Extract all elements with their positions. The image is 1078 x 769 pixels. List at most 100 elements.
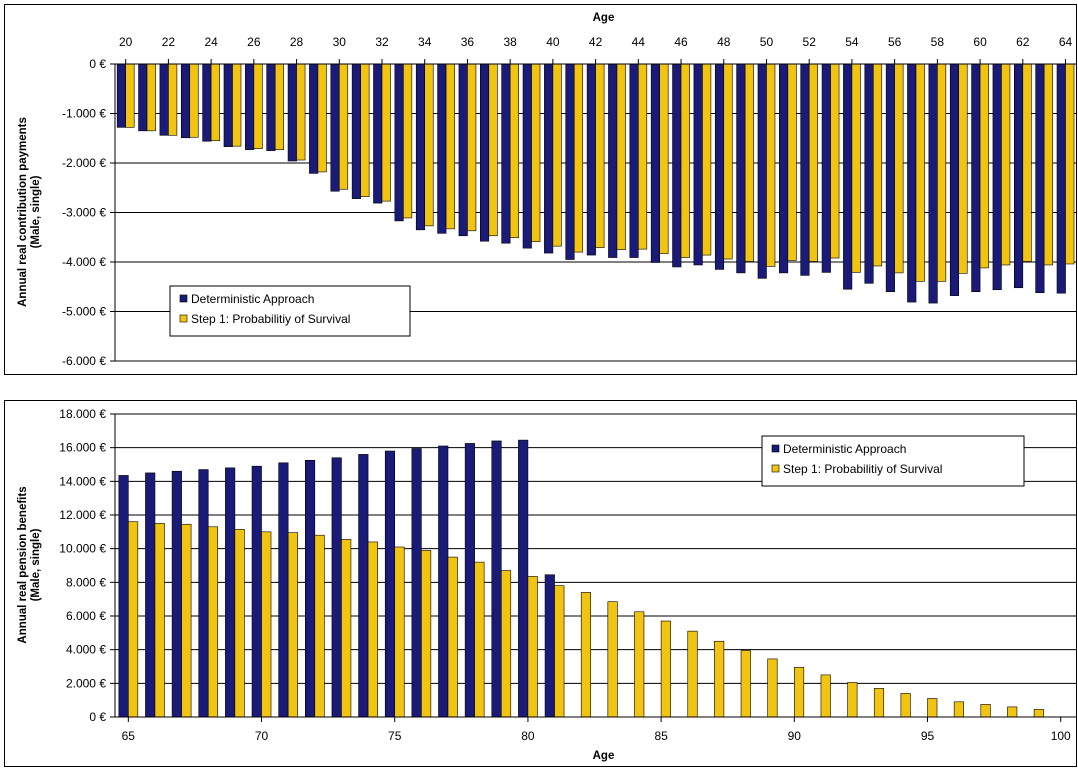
bar-deterministic-40	[544, 63, 554, 254]
bar-survival-30	[338, 63, 349, 190]
bar-deterministic-79	[491, 440, 502, 718]
y-tick-label: 14.000 €	[59, 474, 106, 488]
bar-survival-97	[980, 704, 991, 718]
x-tick-label: 58	[931, 35, 945, 49]
bar-deterministic-67	[171, 470, 182, 718]
bar-survival-42	[595, 63, 605, 248]
y-tick-label: 0 €	[89, 710, 106, 724]
bar-survival-54	[851, 63, 861, 273]
bar-survival-99	[1033, 709, 1044, 718]
x-tick-label: 38	[503, 35, 517, 49]
bar-deterministic-51	[779, 63, 789, 274]
x-tick-label: 20	[119, 35, 133, 49]
bar-deterministic-68	[198, 469, 209, 718]
bar-survival-83	[607, 601, 618, 718]
bar-survival-50	[766, 63, 776, 267]
bar-deterministic-26	[245, 63, 255, 150]
bar-survival-64	[1065, 63, 1075, 265]
bar-deterministic-33	[394, 63, 404, 222]
bar-deterministic-37	[479, 63, 490, 242]
bar-deterministic-41	[565, 63, 575, 260]
contribution-chart: 0 € -1.000 € -2.000 € -3.000 € -4.000 € -5.00…	[17, 12, 1076, 368]
bar-deterministic-66	[145, 472, 156, 718]
bar-deterministic-64	[1056, 63, 1066, 294]
legend-label-deterministic: Deterministic Approach	[783, 442, 906, 456]
x-tick-label: 60	[973, 35, 987, 49]
x-tick-label: 44	[632, 35, 646, 49]
x-tick-label: 46	[674, 35, 688, 49]
bar-survival-77	[447, 556, 458, 718]
bar-survival-84	[634, 611, 645, 718]
bar-deterministic-24	[202, 63, 212, 142]
bar-survival-69	[234, 529, 245, 718]
bar-survival-95	[927, 698, 938, 718]
bar-survival-22	[168, 63, 178, 136]
x-axis-title: Age	[593, 750, 615, 762]
bar-deterministic-50	[757, 63, 767, 279]
x-tick-label: 90	[788, 729, 802, 743]
bar-deterministic-23	[180, 63, 191, 139]
bar-deterministic-57	[907, 63, 917, 303]
bar-survival-31	[360, 63, 370, 197]
bar-survival-33	[403, 63, 413, 219]
x-tick-label: 75	[388, 729, 402, 743]
y-tick-label: 10.000 €	[59, 542, 106, 556]
bar-survival-96	[953, 701, 964, 718]
bar-deterministic-28	[287, 63, 297, 162]
bar-survival-37	[488, 63, 498, 237]
x-tick-label: 30	[333, 35, 347, 49]
bar-survival-61	[1001, 63, 1011, 266]
bar-deterministic-39	[522, 63, 532, 249]
y-tick-label: 16.000 €	[59, 441, 106, 455]
bar-deterministic-44	[629, 63, 639, 258]
bar-survival-86	[687, 630, 698, 718]
bar-survival-76	[421, 550, 432, 718]
bar-deterministic-56	[885, 63, 895, 292]
bar-survival-36	[467, 63, 477, 232]
bar-deterministic-71	[278, 462, 289, 718]
x-tick-label: 50	[760, 35, 774, 49]
bar-survival-82	[580, 592, 592, 718]
bar-survival-58	[937, 63, 947, 282]
x-tick-label: 64	[1059, 35, 1073, 49]
x-tick-label: 26	[247, 35, 261, 49]
bar-survival-20	[125, 63, 135, 128]
x-tick-label: 42	[589, 35, 603, 49]
x-tick-label: 28	[290, 35, 304, 49]
y-tick-label: -4.000 €	[62, 255, 106, 269]
y-tick-label: 8.000 €	[66, 575, 106, 589]
x-axis-title: Age	[593, 12, 615, 24]
x-tick-label: 62	[1016, 35, 1030, 49]
y-axis-title-line: Annual real contribution payments	[17, 117, 29, 307]
bar-survival-23	[189, 63, 199, 138]
y-tick-label: 18.000 €	[59, 407, 106, 421]
bar-deterministic-27	[266, 63, 276, 151]
legend-label-deterministic: Deterministic Approach	[191, 292, 314, 306]
bar-survival-52	[808, 63, 819, 262]
bar-survival-26	[253, 63, 263, 149]
bar-survival-47	[702, 63, 712, 256]
x-tick-label: 24	[204, 35, 218, 49]
bar-survival-53	[830, 63, 840, 259]
bar-survival-34	[424, 63, 434, 227]
y-axis-title-line: (Male, single)	[30, 175, 42, 248]
bar-deterministic-25	[223, 63, 233, 147]
x-tick-label: 52	[803, 35, 817, 49]
legend: Deterministic Approach Step 1: Probabilit…	[169, 285, 411, 337]
bar-deterministic-49	[736, 63, 746, 274]
bar-deterministic-46	[672, 63, 682, 268]
bar-survival-88	[740, 650, 751, 718]
bar-survival-35	[445, 63, 455, 230]
bar-survival-43	[616, 63, 626, 250]
x-tick-label: 95	[921, 729, 935, 743]
bar-deterministic-35	[437, 63, 447, 234]
bar-survival-29	[317, 63, 327, 173]
x-tick-label: 40	[546, 35, 560, 49]
x-tick-label: 36	[461, 35, 475, 49]
y-tick-label: -3.000 €	[62, 206, 106, 220]
bar-survival-72	[314, 534, 325, 718]
bar-deterministic-80	[518, 439, 529, 718]
bar-survival-92	[847, 682, 858, 718]
bar-survival-89	[767, 658, 778, 718]
x-tick-label: 34	[418, 35, 432, 49]
